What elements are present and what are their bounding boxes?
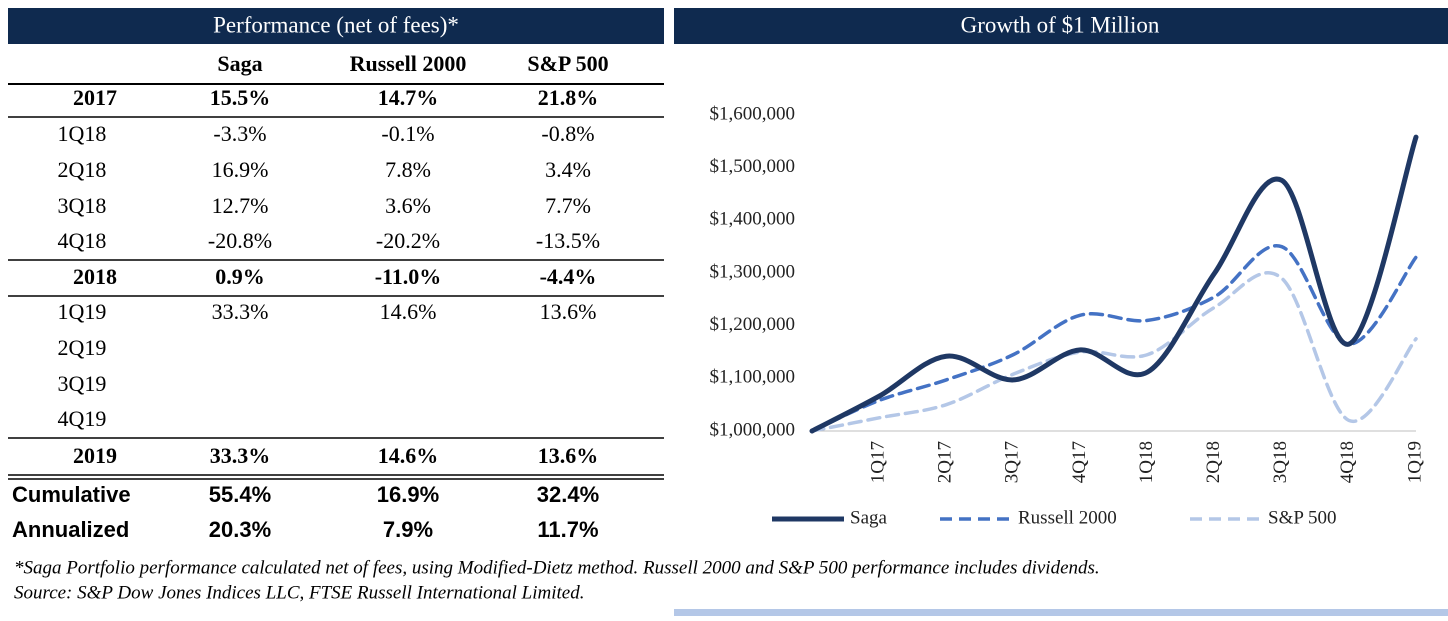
row-label: 2017 <box>73 85 117 110</box>
cell-value: 55.4% <box>209 482 271 507</box>
y-tick-label: $1,100,000 <box>710 367 796 388</box>
cell-value: 14.7% <box>378 85 439 110</box>
cell-value: -4.4% <box>540 264 597 289</box>
cell-value: 7.9% <box>383 517 433 542</box>
x-tick-label: 4Q18 <box>1337 441 1358 483</box>
cell-value: 7.7% <box>545 193 591 218</box>
legend-label: S&P 500 <box>1268 507 1336 528</box>
row-label: 3Q19 <box>58 371 107 396</box>
row-label: 4Q18 <box>58 228 107 253</box>
column-header: Saga <box>217 51 262 76</box>
row-label: 2Q19 <box>58 335 107 360</box>
cell-value: 3.6% <box>385 193 431 218</box>
row-label: Cumulative <box>12 482 131 507</box>
cell-value: 7.8% <box>385 157 431 182</box>
cell-value: 14.6% <box>378 443 439 468</box>
x-tick-label: 2Q18 <box>1203 441 1224 483</box>
cell-value: -11.0% <box>375 264 442 289</box>
table-title: Performance (net of fees)* <box>213 12 459 37</box>
column-header: Russell 2000 <box>350 51 467 76</box>
cell-value: 16.9% <box>212 157 269 182</box>
x-tick-label: 1Q19 <box>1404 441 1425 483</box>
y-tick-label: $1,200,000 <box>710 314 796 335</box>
footnote: *Saga Portfolio performance calculated n… <box>14 557 1100 578</box>
cell-value: -0.1% <box>381 121 434 146</box>
cell-value: 32.4% <box>537 482 599 507</box>
cell-value: 33.3% <box>212 299 269 324</box>
x-tick-label: 3Q18 <box>1270 441 1291 483</box>
row-label: Annualized <box>12 517 129 542</box>
cell-value: -20.8% <box>208 228 272 253</box>
chart-header-bar <box>674 8 1448 44</box>
cell-value: 0.9% <box>215 264 265 289</box>
cell-value: 33.3% <box>210 443 271 468</box>
series-line <box>810 271 1418 433</box>
x-tick-label: 4Q17 <box>1069 441 1090 483</box>
y-tick-label: $1,000,000 <box>710 419 796 440</box>
cell-value: 16.9% <box>377 482 439 507</box>
cell-value: 12.7% <box>212 193 269 218</box>
table-header-bar <box>8 8 664 44</box>
cell-value: 14.6% <box>380 299 437 324</box>
series-line <box>810 244 1418 433</box>
y-tick-label: $1,400,000 <box>710 209 796 230</box>
chart-title: Growth of $1 Million <box>961 12 1160 37</box>
cell-value: 20.3% <box>209 517 271 542</box>
y-tick-label: $1,600,000 <box>710 103 796 124</box>
cell-value: -3.3% <box>213 121 266 146</box>
cell-value: 11.7% <box>537 517 598 542</box>
cell-value: 13.6% <box>540 299 597 324</box>
x-tick-label: 1Q18 <box>1136 441 1157 483</box>
cell-value: -20.2% <box>376 228 440 253</box>
x-tick-label: 1Q17 <box>867 441 888 483</box>
cell-value: 3.4% <box>545 157 591 182</box>
row-label: 2Q18 <box>58 157 107 182</box>
column-header: S&P 500 <box>527 51 608 76</box>
y-tick-label: $1,300,000 <box>710 261 796 282</box>
cell-value: -13.5% <box>536 228 600 253</box>
row-label: 4Q19 <box>58 406 107 431</box>
bottom-bar <box>674 609 1448 616</box>
x-tick-label: 2Q17 <box>935 441 956 483</box>
row-label: 3Q18 <box>58 193 107 218</box>
cell-value: 21.8% <box>538 85 599 110</box>
cell-value: -0.8% <box>541 121 594 146</box>
row-label: 2018 <box>73 264 117 289</box>
cell-value: 13.6% <box>538 443 599 468</box>
footnote: Source: S&P Dow Jones Indices LLC, FTSE … <box>14 582 585 603</box>
row-label: 2019 <box>73 443 117 468</box>
legend-label: Russell 2000 <box>1018 507 1117 528</box>
row-label: 1Q18 <box>58 121 107 146</box>
y-tick-label: $1,500,000 <box>710 156 796 177</box>
series-line <box>809 134 1419 434</box>
row-label: 1Q19 <box>58 299 107 324</box>
x-tick-label: 3Q17 <box>1002 441 1023 483</box>
legend-label: Saga <box>850 507 888 528</box>
cell-value: 15.5% <box>210 85 271 110</box>
